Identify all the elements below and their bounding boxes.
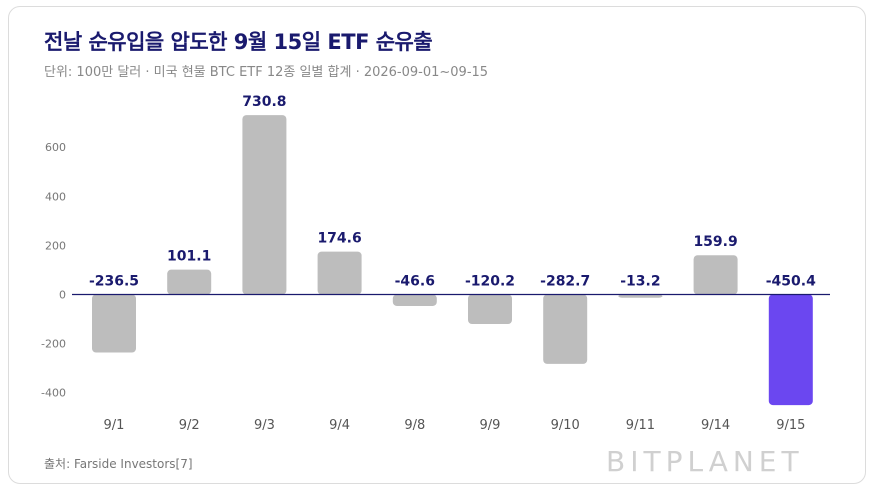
- value-label: -236.5: [89, 274, 139, 290]
- value-label: -450.4: [766, 274, 816, 290]
- bar-9-8: [392, 294, 437, 306]
- value-label: -13.2: [620, 274, 660, 290]
- y-tick-label: 400: [45, 190, 66, 203]
- x-tick-label: 9/15: [776, 418, 805, 433]
- x-tick-label: 9/9: [480, 418, 501, 433]
- y-tick-label: 0: [59, 289, 66, 302]
- value-label: -120.2: [465, 274, 515, 290]
- bar-9-14: [693, 255, 738, 295]
- x-tick-label: 9/2: [179, 418, 200, 433]
- bar-9-9: [468, 294, 512, 325]
- bar-9-11: [618, 294, 663, 298]
- bar-9-4: [317, 251, 362, 295]
- bar-9-1: [92, 294, 136, 353]
- x-tick-label: 9/8: [404, 418, 425, 433]
- value-label: -46.6: [395, 274, 435, 290]
- x-tick-label: 9/14: [701, 418, 730, 433]
- chart-title: 전날 순유입을 압도한 9월 15일 ETF 순유출: [44, 30, 433, 54]
- bar-9-10: [543, 294, 588, 364]
- y-tick-label: -200: [41, 338, 66, 351]
- source-note: 출처: Farside Investors[7]: [44, 457, 193, 471]
- x-tick-label: 9/4: [329, 418, 350, 433]
- chart-card: [8, 6, 866, 484]
- bar-9-3: [242, 115, 287, 295]
- bar-9-15: [768, 294, 813, 406]
- y-tick-label: 600: [45, 141, 66, 154]
- x-tick-label: 9/3: [254, 418, 275, 433]
- value-label: 159.9: [693, 234, 737, 250]
- y-tick-label: -400: [41, 387, 66, 400]
- bar-9-2: [167, 269, 212, 295]
- chart-subtitle: 단위: 100만 달러 · 미국 현물 BTC ETF 12종 일별 합계 · …: [44, 65, 489, 80]
- value-label: -282.7: [540, 274, 590, 290]
- x-tick-label: 9/11: [626, 418, 655, 433]
- value-label: 101.1: [167, 249, 211, 265]
- value-label: 730.8: [242, 94, 286, 110]
- brand-logo: BITPLANET: [606, 445, 804, 478]
- y-tick-label: 200: [45, 239, 66, 252]
- x-tick-label: 9/10: [551, 418, 580, 433]
- x-tick-label: 9/1: [104, 418, 125, 433]
- value-label: 174.6: [317, 231, 361, 247]
